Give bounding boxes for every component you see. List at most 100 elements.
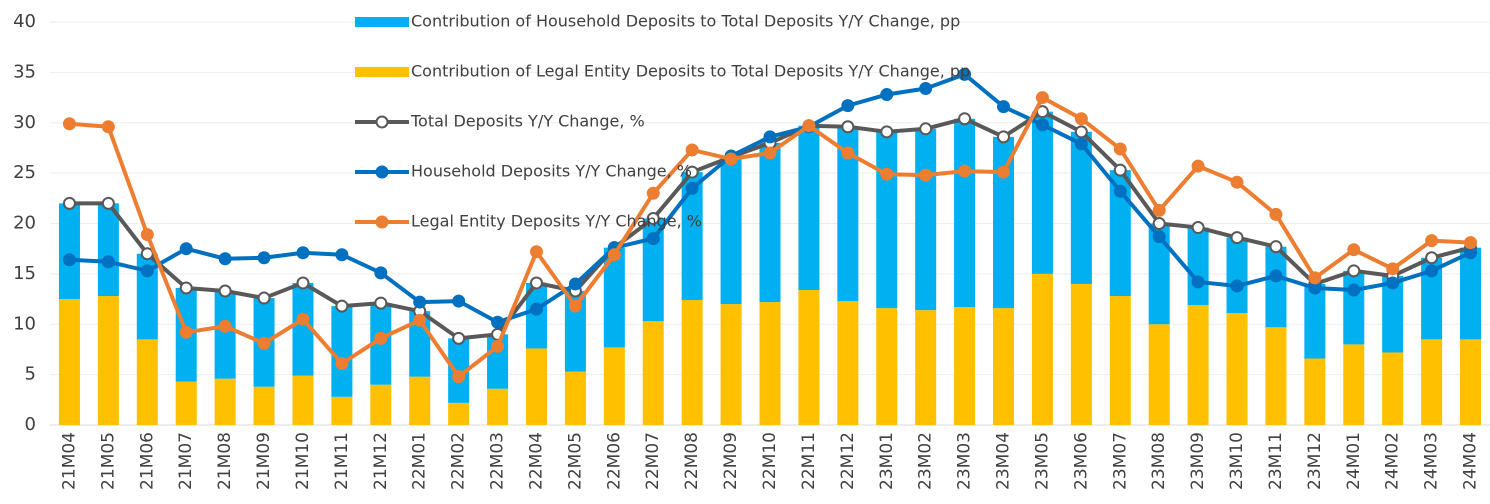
line-marker [919, 81, 933, 95]
bar-segment [448, 402, 470, 425]
line-marker [257, 336, 271, 350]
line-marker [101, 120, 115, 134]
bar-segment [1421, 339, 1443, 425]
legend-label: Total Deposits Y/Y Change, % [410, 112, 645, 131]
bar-segment [292, 375, 314, 425]
bar-segment [1460, 339, 1482, 425]
bar-segment [1148, 324, 1170, 425]
x-tick-label: 22M06 [604, 432, 624, 490]
line-marker [1425, 251, 1439, 265]
bar-segment [97, 203, 119, 297]
bar-segment [1226, 237, 1248, 314]
line-marker [841, 146, 855, 160]
bar-segment [642, 321, 664, 425]
line-marker [958, 164, 972, 178]
line-marker [1347, 264, 1361, 278]
line-marker [374, 331, 388, 345]
line-marker [257, 251, 271, 265]
line-marker [1074, 137, 1088, 151]
bar-segment [136, 339, 158, 425]
line-marker [1347, 283, 1361, 297]
line-marker [335, 299, 349, 313]
line-marker [140, 247, 154, 261]
bar-segment [1031, 111, 1053, 274]
line-marker [1113, 184, 1127, 198]
x-tick-label: 22M07 [643, 432, 663, 490]
x-tick-label: 21M06 [137, 432, 157, 490]
line-marker [1113, 142, 1127, 156]
line-marker [1386, 262, 1400, 276]
line-marker [880, 167, 894, 181]
x-tick-label: 23M09 [1188, 432, 1208, 490]
bar-segment [1070, 131, 1092, 284]
bar-segment [370, 384, 392, 425]
line-marker [335, 248, 349, 262]
x-tick-label: 23M08 [1149, 432, 1169, 490]
line-marker [140, 228, 154, 242]
x-tick-label: 21M11 [332, 432, 352, 490]
y-tick-label: 25 [13, 162, 36, 183]
bar-segment [1343, 344, 1365, 425]
line-marker [646, 186, 660, 200]
line-marker [1386, 276, 1400, 290]
legend-marker [375, 115, 389, 129]
x-tick-label: 23M02 [916, 432, 936, 490]
bar-segment [993, 136, 1015, 309]
bar-segment [409, 376, 431, 425]
x-tick-label: 23M11 [1266, 432, 1286, 490]
bar-segment [331, 396, 353, 425]
bar-segment [214, 291, 236, 379]
x-tick-label: 21M05 [98, 432, 118, 490]
bar-segment [798, 125, 820, 290]
legend-swatch [355, 67, 409, 77]
bar-segment [720, 157, 742, 305]
legend-label: Household Deposits Y/Y Change, % [411, 162, 692, 181]
line-marker [685, 181, 699, 195]
bar-segment [292, 282, 314, 376]
line-marker [997, 100, 1011, 114]
line-marker [179, 281, 193, 295]
line-marker [802, 119, 816, 133]
bar-segment [1187, 227, 1209, 306]
line-marker [101, 196, 115, 210]
line-marker [568, 277, 582, 291]
line-marker [685, 165, 699, 179]
bar-segment [58, 203, 80, 300]
bar-segment [1070, 283, 1092, 425]
bar-segment [837, 301, 859, 425]
x-tick-label: 22M04 [526, 432, 546, 490]
line-marker [919, 168, 933, 182]
line-marker [529, 245, 543, 259]
line-marker [1035, 118, 1049, 132]
bar-segment [1265, 327, 1287, 425]
line-marker [1230, 175, 1244, 189]
bar-segment [1109, 170, 1131, 297]
line-marker [62, 117, 76, 131]
y-tick-label: 5 [25, 364, 36, 385]
bar-segment [915, 310, 937, 425]
line-marker [218, 252, 232, 266]
line-marker [179, 242, 193, 256]
bar-segment [1382, 352, 1404, 425]
x-tick-label: 21M10 [293, 432, 313, 490]
bar-segment [642, 218, 664, 322]
legend-label: Contribution of Household Deposits to To… [411, 12, 960, 31]
line-marker [62, 253, 76, 267]
y-tick-label: 20 [13, 213, 36, 234]
x-tick-label: 23M12 [1305, 432, 1325, 490]
bar-segment [681, 172, 703, 301]
line-marker [1035, 91, 1049, 105]
bar-segment [1226, 313, 1248, 425]
line-marker [296, 246, 310, 260]
x-tick-label: 24M04 [1461, 432, 1481, 490]
x-tick-label: 24M02 [1383, 432, 1403, 490]
legend-marker [375, 165, 389, 179]
line-marker [179, 325, 193, 339]
x-tick-label: 21M07 [176, 432, 196, 490]
legend-marker [375, 215, 389, 229]
bar-segment [1187, 305, 1209, 425]
line-marker [724, 152, 738, 166]
line-marker [101, 255, 115, 269]
line-marker [218, 284, 232, 298]
